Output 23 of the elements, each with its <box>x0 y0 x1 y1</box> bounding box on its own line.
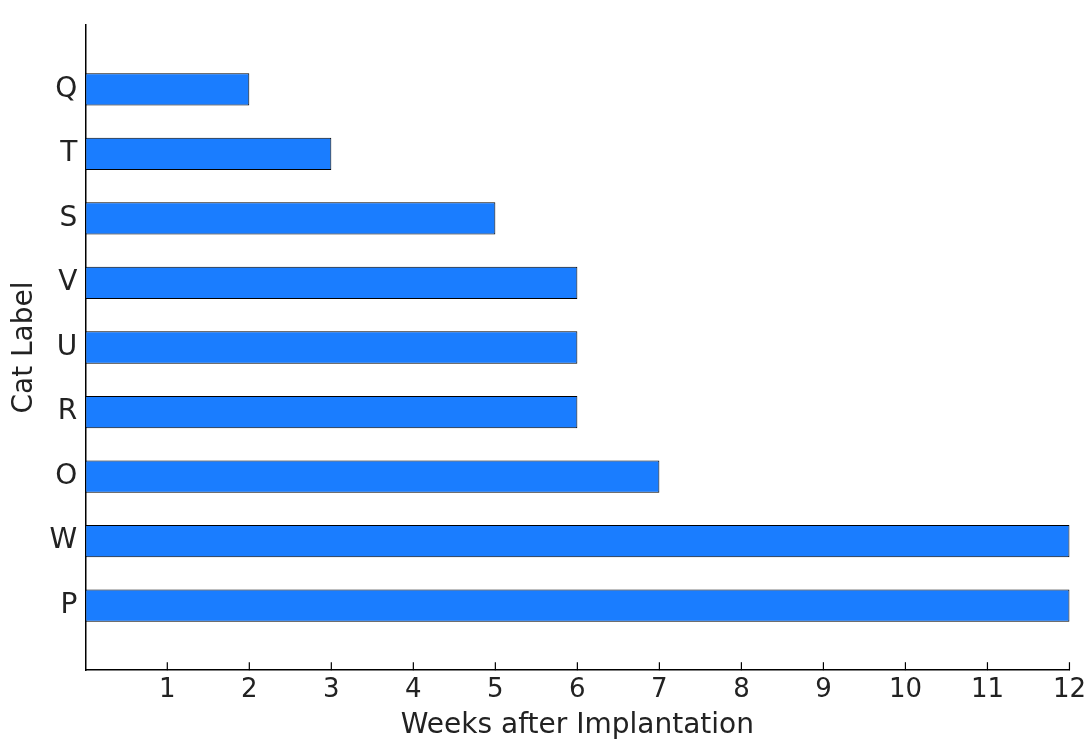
y-tick-label: U <box>56 328 78 362</box>
y-tick-label: W <box>49 522 78 556</box>
y-tick-label: P <box>60 586 78 620</box>
x-tick-label: 6 <box>569 672 586 703</box>
y-tick-label: O <box>55 457 78 491</box>
x-tick-label: 8 <box>733 672 750 703</box>
x-tick-label: 2 <box>241 672 258 703</box>
x-tick-label: 7 <box>651 672 668 703</box>
y-tick-label: R <box>57 393 78 427</box>
x-tick-label: 9 <box>815 672 832 703</box>
x-axis-title: Weeks after Implantation <box>400 707 754 741</box>
x-tick-label: 3 <box>323 672 340 703</box>
x-tick-label: 11 <box>970 672 1004 703</box>
x-tick-label: 10 <box>888 672 922 703</box>
x-tick-label: 12 <box>1052 672 1086 703</box>
y-tick-label: T <box>59 135 79 169</box>
y-tick-label: Q <box>55 70 78 104</box>
y-tick-label: S <box>59 199 78 233</box>
y-axis-title: Cat Label <box>6 281 40 414</box>
x-tick-label: 5 <box>487 672 504 703</box>
x-tick-label: 4 <box>405 672 422 703</box>
x-tick-label: 1 <box>159 672 176 703</box>
y-tick-label: V <box>58 264 78 298</box>
